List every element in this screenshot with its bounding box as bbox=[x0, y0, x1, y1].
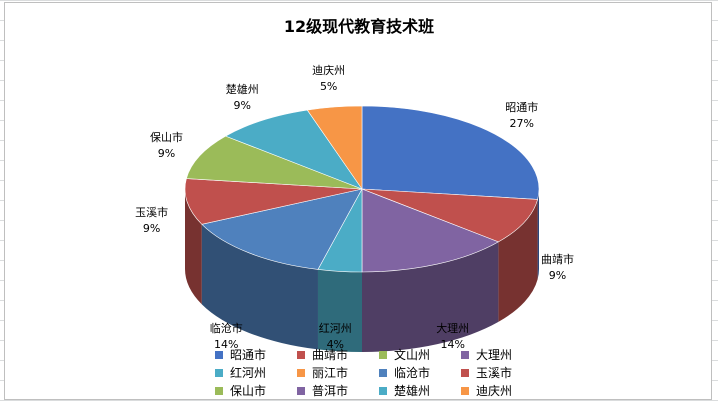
data-label-percent: 5% bbox=[319, 80, 338, 94]
pie-slice-1[interactable] bbox=[361, 188, 538, 243]
pie-slice-7[interactable] bbox=[184, 178, 363, 225]
legend-swatch bbox=[215, 350, 223, 359]
pie-side-6 bbox=[201, 224, 318, 350]
legend-swatch bbox=[379, 386, 387, 395]
data-label-category: 曲靖市 bbox=[540, 252, 574, 266]
legend-swatch bbox=[461, 386, 469, 395]
data-label-percent: 4% bbox=[326, 338, 345, 351]
pie-slice-10[interactable] bbox=[224, 109, 363, 190]
pie-side-7 bbox=[185, 189, 202, 305]
pie-slice-3[interactable] bbox=[361, 188, 500, 273]
pie-slice-8[interactable] bbox=[186, 135, 363, 190]
pie-slice-0[interactable] bbox=[361, 105, 540, 200]
legend-item-1: 曲靖市 bbox=[297, 346, 348, 363]
data-label-category: 楚雄州 bbox=[225, 82, 259, 96]
pie-side-0 bbox=[537, 189, 539, 280]
legend-item-2: 文山州 bbox=[379, 346, 430, 363]
chart-title: 12级现代教育技术班 bbox=[283, 17, 435, 36]
data-label-percent: 9% bbox=[157, 147, 176, 161]
pie-side-3 bbox=[362, 241, 499, 352]
legend-label: 丽江市 bbox=[312, 366, 349, 380]
legend-item-9: 普洱市 bbox=[297, 382, 348, 399]
data-label-percent: 14% bbox=[440, 338, 465, 351]
pie-slice-6[interactable] bbox=[201, 188, 363, 270]
data-label-8: 保山市 9% bbox=[150, 130, 183, 162]
legend-item-10: 楚雄州 bbox=[379, 382, 430, 399]
legend-item-4: 红河州 bbox=[215, 364, 266, 381]
legend-swatch bbox=[379, 350, 387, 359]
data-label-category: 玉溪市 bbox=[135, 206, 169, 220]
data-label-7: 玉溪市 9% bbox=[135, 205, 168, 237]
data-label-percent: 9% bbox=[233, 98, 251, 112]
data-label-percent: 9% bbox=[142, 222, 161, 236]
legend-item-5: 丽江市 bbox=[297, 364, 348, 381]
data-label-category: 大理州 bbox=[436, 322, 470, 335]
legend-label: 昭通市 bbox=[230, 348, 267, 362]
pie-side-4 bbox=[317, 269, 362, 352]
data-label-category: 保山市 bbox=[150, 131, 184, 145]
data-label-10: 楚雄州 9% bbox=[226, 82, 259, 114]
legend-item-8: 保山市 bbox=[215, 382, 266, 399]
legend-item-11: 迪庆州 bbox=[461, 382, 512, 399]
legend-swatch bbox=[461, 368, 469, 377]
data-label-11: 迪庆州 5% bbox=[312, 63, 345, 95]
legend-label: 普洱市 bbox=[312, 384, 349, 398]
legend-label: 大理州 bbox=[476, 348, 513, 362]
legend-swatch bbox=[215, 386, 223, 395]
legend-swatch bbox=[297, 368, 305, 377]
data-label-category: 临沧市 bbox=[209, 322, 243, 335]
legend-swatch bbox=[461, 350, 469, 359]
chart-area[interactable]: 12级现代教育技术班 昭通市 27% 曲靖市 9% 大理州 14% 红河州 4% 临沧市 14% 玉… bbox=[4, 2, 712, 400]
legend-label: 保山市 bbox=[230, 384, 267, 398]
data-label-percent: 14% bbox=[213, 338, 239, 351]
data-label-percent: 9% bbox=[548, 268, 567, 282]
legend-label: 玉溪市 bbox=[476, 366, 513, 380]
pie-slice-11[interactable] bbox=[306, 105, 363, 190]
legend-label: 曲靖市 bbox=[312, 348, 349, 362]
legend-item-6: 临沧市 bbox=[379, 364, 430, 381]
data-label-1: 曲靖市 9% bbox=[541, 252, 574, 284]
legend-item-3: 大理州 bbox=[461, 346, 512, 363]
pie-chart bbox=[184, 105, 540, 352]
data-label-category: 迪庆州 bbox=[312, 64, 346, 78]
data-label-4: 红河州 4% bbox=[319, 321, 352, 353]
legend-swatch bbox=[379, 368, 387, 377]
data-label-3: 大理州 14% bbox=[436, 321, 469, 353]
legend-label: 红河州 bbox=[230, 366, 267, 380]
legend-label: 楚雄州 bbox=[394, 384, 431, 398]
legend-swatch bbox=[215, 368, 223, 377]
legend-label: 迪庆州 bbox=[476, 384, 513, 398]
legend-item-0: 昭通市 bbox=[215, 346, 266, 363]
pie-side-1 bbox=[498, 199, 538, 322]
data-label-6: 临沧市 14% bbox=[210, 321, 243, 353]
legend-swatch bbox=[297, 386, 305, 395]
legend-label: 临沧市 bbox=[394, 366, 431, 380]
data-label-0: 昭通市 27% bbox=[505, 100, 538, 132]
legend-item-7: 玉溪市 bbox=[461, 364, 512, 381]
legend-swatch bbox=[297, 350, 305, 359]
data-label-category: 昭通市 bbox=[505, 101, 539, 115]
data-label-percent: 27% bbox=[509, 117, 534, 131]
legend-label: 文山州 bbox=[394, 348, 431, 362]
data-label-category: 红河州 bbox=[318, 322, 352, 335]
